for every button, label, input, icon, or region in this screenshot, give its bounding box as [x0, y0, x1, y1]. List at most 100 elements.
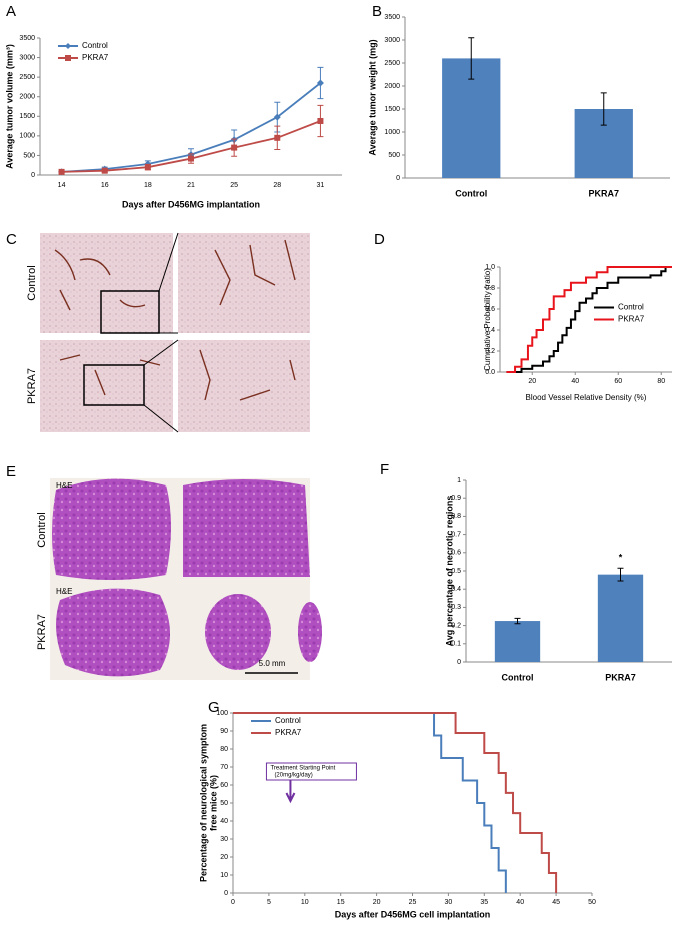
y-tick-label: 0.9 [451, 495, 461, 502]
zoom-box [83, 364, 145, 406]
y-tick-label: 0.0 [485, 369, 495, 376]
y-axis-label: Average tumor volume (mm³) [4, 44, 14, 169]
x-tick-label: 28 [273, 182, 281, 189]
marker [144, 164, 151, 171]
y-tick-label: 80 [220, 746, 228, 753]
y-tick-label: 10 [220, 872, 228, 879]
panel-letter: E [6, 463, 16, 480]
bar [494, 621, 541, 662]
y-tick-label: 70 [220, 764, 228, 771]
x-tick-label: 25 [409, 899, 417, 906]
histology-image [40, 233, 173, 333]
y-tick-label: 0.8 [485, 285, 495, 292]
x-tick-label: 14 [58, 182, 66, 189]
y-tick-label: 90 [220, 728, 228, 735]
stain-label: H&E [56, 481, 72, 490]
y-axis-label: Cumulative Probability (ratio) [483, 268, 492, 371]
chart: 0 0.1 0.2 0.3 0.4 0.5 0.6 0.7 0.8 0.9 1 Control PKRA… [380, 461, 672, 682]
legend-label: PKRA7 [275, 728, 302, 737]
panel-letter: A [6, 3, 16, 20]
y-tick-label: 0.3 [451, 604, 461, 611]
y-tick-label: 0.6 [451, 550, 461, 557]
panel-e-images: E H&E H&E 5.0 mm Control PKRA7 [6, 463, 322, 680]
x-tick-label: PKRA7 [605, 672, 636, 682]
panel-letter: D [374, 231, 385, 248]
y-tick-label: 3000 [384, 37, 400, 44]
marker [231, 144, 238, 151]
x-axis-label: Days after D456MG implantation [122, 199, 260, 209]
x-tick-label: 20 [528, 378, 536, 385]
legend-label: PKRA7 [82, 53, 109, 62]
y-tick-label: 1000 [19, 133, 35, 140]
histology-image [178, 340, 310, 432]
annotation: * [619, 553, 623, 563]
y-axis-label: Average tumor weight (mg) [367, 39, 377, 155]
y-tick-label: 0 [457, 659, 461, 666]
chart: 0 500 1000 1500 2000 2500 3000 3500 14 16 18 21 25 28… [4, 3, 342, 209]
x-tick-label: 45 [552, 899, 560, 906]
x-tick-label: 10 [301, 899, 309, 906]
chart: 0 10 20 30 40 50 60 70 80 90 100 0 5 10 15 20 25 30 35 40 45… [198, 699, 596, 919]
x-tick-label: 40 [516, 899, 524, 906]
x-tick-label: 21 [187, 182, 195, 189]
marker [317, 117, 324, 124]
series-line [506, 266, 672, 373]
y-tick-label: 0.7 [451, 531, 461, 538]
zoom-line [143, 232, 179, 433]
x-tick-label: 30 [445, 899, 453, 906]
he-section [52, 478, 171, 580]
panel-letter: C [6, 231, 17, 248]
chart: 0.0 0.2 0.4 0.6 0.8 1.0 20 40 60 80 D Blood Vessel … [374, 231, 672, 402]
y-tick-label: 0.4 [485, 327, 495, 334]
y-tick-label: 50 [220, 800, 228, 807]
row-label: Control [36, 512, 48, 547]
x-tick-label: PKRA7 [588, 188, 619, 198]
marker [273, 113, 281, 121]
marker [101, 167, 108, 174]
y-tick-label: 60 [220, 782, 228, 789]
marker [316, 79, 324, 87]
he-section [298, 602, 322, 662]
row-label: PKRA7 [36, 614, 48, 650]
vessel-stain [54, 239, 296, 401]
x-tick-label: 5 [267, 899, 271, 906]
legend-label: Control [618, 303, 644, 312]
x-axis-label: Blood Vessel Relative Density (%) [526, 393, 647, 402]
x-tick-label: 15 [337, 899, 345, 906]
error-bar [514, 617, 521, 625]
annotation-text: (20mg/kg/day) [274, 773, 312, 779]
y-tick-label: 500 [23, 152, 35, 159]
bar [597, 574, 644, 662]
error-bar [617, 567, 624, 582]
x-tick-label: 50 [588, 899, 596, 906]
y-tick-label: 500 [388, 152, 400, 159]
error-bar [468, 37, 475, 80]
marker [274, 134, 281, 141]
he-section [205, 594, 271, 670]
y-tick-label: 20 [220, 854, 228, 861]
x-tick-label: 40 [571, 378, 579, 385]
x-tick-label: 60 [614, 378, 622, 385]
histology-image [40, 340, 173, 432]
histology-image [178, 233, 310, 333]
marker [188, 155, 194, 162]
x-axis-label: Days after D456MG cell implantation [335, 909, 491, 919]
series-line [61, 120, 321, 173]
y-tick-label: 2000 [384, 83, 400, 90]
annotation-box [265, 762, 357, 781]
legend-label: Control [275, 716, 301, 725]
y-tick-label: 1000 [384, 129, 400, 136]
y-tick-label: 2500 [384, 60, 400, 67]
x-tick-label: 25 [230, 182, 238, 189]
x-tick-label: 18 [144, 182, 152, 189]
zoom-box [100, 290, 160, 334]
y-tick-label: 0.6 [485, 306, 495, 313]
chart: 0 500 1000 1500 2000 2500 3000 3500 Control PKRA7… [367, 3, 670, 198]
x-tick-label: 35 [480, 899, 488, 906]
annotation-text: Treatment Starting Point [270, 766, 335, 772]
y-tick-label: 0.1 [451, 641, 461, 648]
x-tick-label: 31 [317, 182, 325, 189]
y-tick-label: 0.2 [485, 348, 495, 355]
y-axis-label: Percentage of neurological symptom [198, 724, 208, 882]
y-tick-label: 2000 [19, 94, 35, 101]
